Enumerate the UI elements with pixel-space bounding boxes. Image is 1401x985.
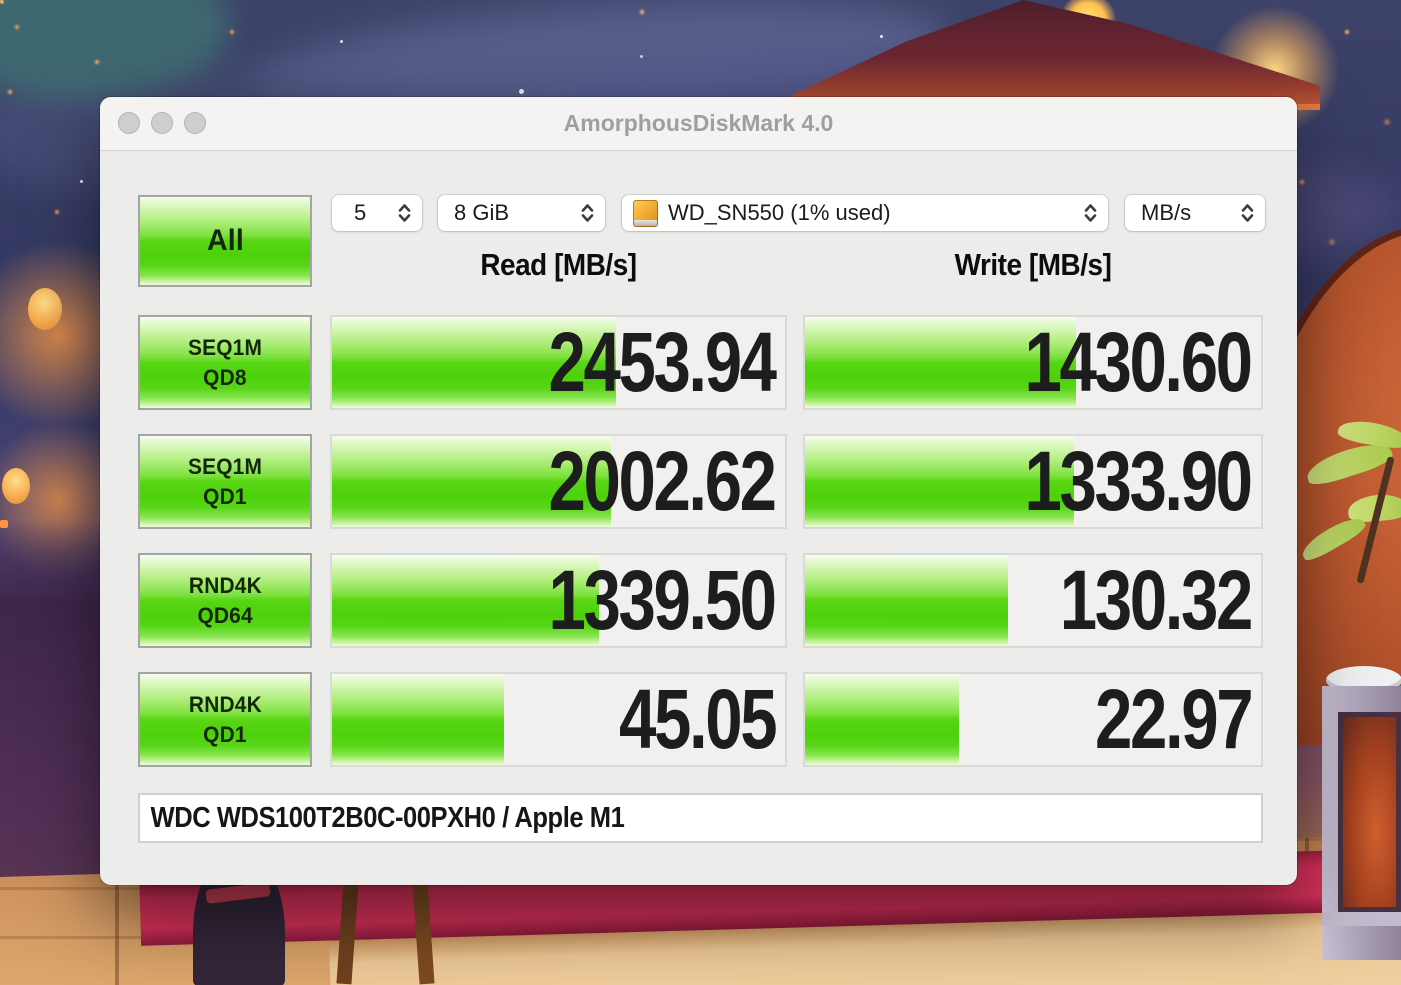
disk-icon bbox=[633, 199, 658, 227]
test-name: RND4K bbox=[188, 572, 262, 598]
test-name: RND4K bbox=[188, 691, 262, 717]
close-button[interactable] bbox=[118, 112, 140, 134]
write-value: 1430.60 bbox=[1024, 315, 1254, 409]
queue-depth: QD8 bbox=[203, 364, 247, 390]
test-name: SEQ1M bbox=[187, 334, 263, 360]
paper-lantern bbox=[2, 468, 30, 504]
result-bar bbox=[332, 436, 611, 527]
read-result-cell: 1339.50 bbox=[330, 553, 787, 648]
queue-depth: QD1 bbox=[203, 721, 247, 747]
trial-count-value: 5 bbox=[354, 200, 367, 225]
chevron-up-down-icon bbox=[580, 201, 595, 225]
trial-count-dropdown[interactable]: 5 bbox=[332, 195, 422, 231]
write-result-cell: 1430.60 bbox=[803, 315, 1263, 410]
device-info-field[interactable]: WDC WDS100T2B0C-00PXH0 / Apple M1 bbox=[138, 793, 1263, 843]
write-value: 1333.90 bbox=[1024, 434, 1254, 528]
minimize-button[interactable] bbox=[151, 112, 173, 134]
read-value: 1339.50 bbox=[548, 553, 778, 647]
test-button-rnd4k-qd64[interactable]: RND4K QD64 bbox=[138, 553, 312, 648]
app-window: AmorphousDiskMark 4.0 All 5 8 GiB WD_SN5… bbox=[100, 97, 1297, 885]
result-bar bbox=[805, 674, 959, 765]
result-bar bbox=[805, 436, 1074, 527]
test-button-rnd4k-qd1[interactable]: RND4K QD1 bbox=[138, 672, 312, 767]
window-title: AmorphousDiskMark 4.0 bbox=[563, 110, 834, 136]
result-bar bbox=[805, 555, 1008, 646]
test-name: SEQ1M bbox=[187, 453, 263, 479]
result-bar bbox=[805, 317, 1076, 408]
write-result-cell: 1333.90 bbox=[803, 434, 1263, 529]
run-all-label: All bbox=[206, 224, 244, 257]
queue-depth: QD64 bbox=[197, 602, 253, 628]
chevron-up-down-icon bbox=[1240, 201, 1255, 225]
result-bar bbox=[332, 555, 600, 646]
read-column-header: Read [MB/s] bbox=[480, 247, 637, 282]
run-all-button[interactable]: All bbox=[138, 195, 312, 287]
test-size-value: 8 GiB bbox=[454, 200, 510, 225]
write-result-cell: 22.97 bbox=[803, 672, 1263, 767]
write-value: 130.32 bbox=[1059, 553, 1254, 647]
read-result-cell: 2453.94 bbox=[330, 315, 787, 410]
read-result-cell: 45.05 bbox=[330, 672, 787, 767]
chevron-up-down-icon bbox=[1083, 201, 1098, 225]
paper-lantern bbox=[28, 288, 62, 330]
zoom-button[interactable] bbox=[184, 112, 206, 134]
read-result-cell: 2002.62 bbox=[330, 434, 787, 529]
stand-crossbar bbox=[1322, 912, 1401, 926]
write-value: 22.97 bbox=[1094, 672, 1254, 766]
result-bar bbox=[332, 317, 617, 408]
chevron-up-down-icon bbox=[397, 201, 412, 225]
floating-lantern-dots bbox=[0, 0, 4, 4]
device-info-text: WDC WDS100T2B0C-00PXH0 / Apple M1 bbox=[150, 801, 625, 834]
result-bar bbox=[332, 674, 504, 765]
queue-depth: QD1 bbox=[203, 483, 247, 509]
unit-value: MB/s bbox=[1141, 200, 1192, 225]
read-value: 2002.62 bbox=[548, 434, 778, 528]
test-button-seq1m-qd1[interactable]: SEQ1M QD1 bbox=[138, 434, 312, 529]
target-volume-value: WD_SN550 (1% used) bbox=[668, 200, 891, 225]
read-value: 45.05 bbox=[618, 672, 778, 766]
lit-windows bbox=[0, 520, 8, 528]
unit-dropdown[interactable]: MB/s bbox=[1125, 195, 1265, 231]
test-size-dropdown[interactable]: 8 GiB bbox=[438, 195, 605, 231]
write-result-cell: 130.32 bbox=[803, 553, 1263, 648]
stand-opening bbox=[1338, 712, 1401, 912]
test-button-seq1m-qd8[interactable]: SEQ1M QD8 bbox=[138, 315, 312, 410]
target-volume-dropdown[interactable]: WD_SN550 (1% used) bbox=[622, 195, 1108, 231]
read-value: 2453.94 bbox=[548, 315, 778, 409]
write-column-header: Write [MB/s] bbox=[954, 247, 1112, 282]
title-bar[interactable]: AmorphousDiskMark 4.0 bbox=[100, 97, 1297, 151]
